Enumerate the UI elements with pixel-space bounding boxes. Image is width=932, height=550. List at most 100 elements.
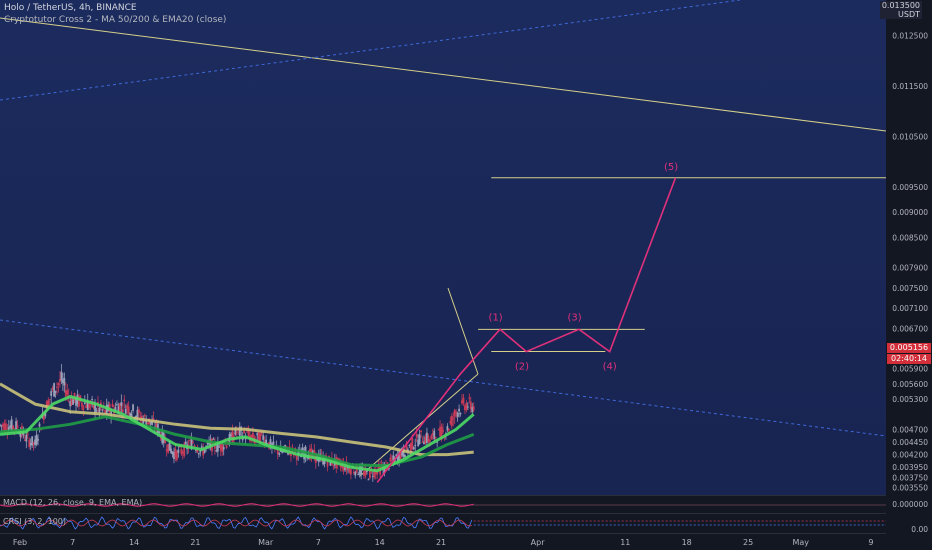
candle-body xyxy=(7,426,10,432)
candle-body xyxy=(3,423,6,432)
x-tick-label: 21 xyxy=(190,538,200,547)
line-ma200[interactable] xyxy=(0,382,474,457)
candle-body xyxy=(42,413,45,420)
candle-body xyxy=(136,409,139,418)
candle-body xyxy=(395,454,398,456)
candle-body xyxy=(426,432,428,443)
candle-body xyxy=(196,449,199,453)
x-tick-label: 18 xyxy=(682,538,692,547)
crsi-axis-value: 0.00 xyxy=(911,525,928,534)
y-tick-label: 0.004450 xyxy=(892,438,928,447)
wedge-line-lower[interactable] xyxy=(359,373,479,477)
candle-body xyxy=(111,403,114,407)
candle-body xyxy=(390,460,393,462)
candle-body xyxy=(117,406,120,414)
candle-body xyxy=(118,403,121,412)
candle-body xyxy=(200,446,203,448)
dashed-trendline-upper[interactable] xyxy=(0,0,741,101)
x-tick-label: Apr xyxy=(531,538,546,547)
candle-body xyxy=(366,471,368,473)
candle-body xyxy=(433,430,436,439)
candle-body xyxy=(146,422,149,425)
line-ma50[interactable] xyxy=(0,415,475,468)
candle-body xyxy=(64,390,67,397)
candle-body xyxy=(231,430,234,443)
candle-body xyxy=(2,424,4,427)
y-tick-label: 0.005300 xyxy=(892,395,928,404)
crsi-label[interactable]: CRSI (3, 2, 100) xyxy=(3,517,66,526)
candle-body xyxy=(216,442,219,452)
x-tick-label: 7 xyxy=(316,538,321,547)
candle-body xyxy=(203,449,206,453)
candle-body xyxy=(152,418,155,421)
candle-body xyxy=(28,439,31,447)
candle-body xyxy=(256,432,259,436)
macd-line[interactable] xyxy=(0,503,474,507)
candle-body xyxy=(4,423,7,431)
price-unit-label[interactable]: 0.013500 USDT xyxy=(879,1,922,19)
candle-body xyxy=(461,400,463,404)
candle-body xyxy=(418,434,421,445)
candle-body xyxy=(262,435,265,440)
macd-label[interactable]: MACD (12, 26, close, 9, EMA, EMA) xyxy=(3,498,143,507)
wave-label: (5) xyxy=(664,162,678,173)
price-axis[interactable] xyxy=(886,0,932,550)
candle-body xyxy=(354,471,357,476)
candle-body xyxy=(368,469,371,479)
long-trendline[interactable] xyxy=(0,17,887,132)
candle-body xyxy=(424,437,427,444)
candle-body xyxy=(38,423,41,427)
candle-body xyxy=(69,401,72,407)
candle-body xyxy=(83,402,86,404)
candle-body xyxy=(235,431,238,434)
candle-body xyxy=(399,453,402,460)
y-tick-label: 0.005600 xyxy=(892,380,928,389)
candle-body xyxy=(430,435,433,440)
candle-body xyxy=(116,404,118,406)
wave-label: (4) xyxy=(603,362,617,373)
candle-body xyxy=(12,425,15,429)
line-ema20[interactable] xyxy=(0,395,475,473)
candle-body xyxy=(164,439,167,444)
candle-body xyxy=(386,462,389,464)
candle-body xyxy=(456,412,459,417)
candle-body xyxy=(189,440,191,442)
candle-body xyxy=(127,406,130,414)
candle-body xyxy=(449,421,452,424)
time-axis[interactable] xyxy=(0,534,886,550)
candle-body xyxy=(415,434,418,438)
candle-body xyxy=(269,439,272,449)
candle-body xyxy=(428,439,431,443)
candle-body xyxy=(114,407,117,412)
candle-body xyxy=(450,415,453,426)
candle-body xyxy=(326,461,329,467)
candle-body xyxy=(439,426,441,436)
dashed-trendline-lower[interactable] xyxy=(0,319,887,437)
candle-body xyxy=(61,379,64,384)
candle-body xyxy=(143,415,146,417)
symbol-title[interactable]: Holo / TetherUS, 4h, BINANCE xyxy=(4,3,137,13)
candle-body xyxy=(155,421,158,429)
candle-body xyxy=(10,419,13,432)
elliott-wave-path[interactable] xyxy=(376,177,677,483)
candle-body xyxy=(149,422,152,424)
y-tick-label: 0.009000 xyxy=(892,208,928,217)
candle-body xyxy=(29,442,32,446)
candle-body xyxy=(464,405,466,411)
candle-body xyxy=(352,472,355,474)
candle-body xyxy=(371,475,374,477)
y-tick-label: 0.004700 xyxy=(892,425,928,434)
y-tick-label: 0.011500 xyxy=(892,82,928,91)
candle-body xyxy=(468,397,471,399)
candle-body xyxy=(193,445,196,447)
indicator-title[interactable]: Cryptotutor Cross 2 - MA 50/200 & EMA20 … xyxy=(4,15,227,25)
crsi-signal-line[interactable] xyxy=(0,519,473,527)
candle-body xyxy=(130,413,133,417)
y-tick-label: 0.012500 xyxy=(892,31,928,40)
candle-body xyxy=(471,407,474,413)
y-tick-label: 0.003950 xyxy=(892,463,928,472)
wave-label: (1) xyxy=(489,312,503,323)
candle-body xyxy=(88,404,91,409)
crsi-line[interactable] xyxy=(0,516,473,530)
